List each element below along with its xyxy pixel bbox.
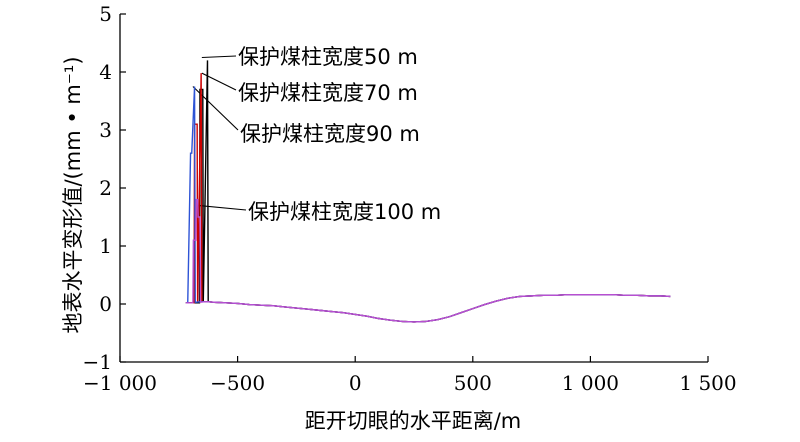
x-tick-label: 1 000 xyxy=(562,371,619,395)
annotation-label-1: 保护煤柱宽度50 m xyxy=(238,45,418,69)
tick-labels: −1 0 1 2 3 4 5 −1 000 −500 0 500 1 000 1 500 xyxy=(83,2,737,395)
annotation-label-3: 保护煤柱宽度90 m xyxy=(240,122,420,146)
x-tick-label: −500 xyxy=(210,371,265,395)
annotation-leader-4 xyxy=(198,204,247,211)
series-layer xyxy=(185,60,671,323)
y-tick-label: 5 xyxy=(99,2,112,26)
y-axis-label: 地表水平变形值/(mm • m⁻¹) xyxy=(61,56,85,333)
x-tick-label: −1 000 xyxy=(83,371,157,395)
y-tick-label: 1 xyxy=(99,234,112,258)
axes xyxy=(119,13,709,363)
y-tick-label: 0 xyxy=(99,292,112,316)
x-axis-label: 距开切眼的水平距离/m xyxy=(305,409,522,433)
y-tick-label: 4 xyxy=(99,60,112,84)
x-tick-label: 500 xyxy=(454,371,492,395)
annotation-leader-1 xyxy=(201,55,237,59)
y-tick-label: −1 xyxy=(83,350,112,374)
y-tick-label: 2 xyxy=(99,176,112,200)
series-line-2 xyxy=(185,73,671,323)
annotation-label-4: 保护煤柱宽度100 m xyxy=(248,200,441,224)
y-tick-label: 3 xyxy=(99,118,112,142)
x-tick-label: 1 500 xyxy=(679,371,736,395)
annotation-label-2: 保护煤柱宽度70 m xyxy=(238,81,418,105)
series-line-4 xyxy=(185,198,671,323)
x-tick-label: 0 xyxy=(349,371,362,395)
annotations: 保护煤柱宽度50 m 保护煤柱宽度70 m 保护煤柱宽度90 m 保护煤柱宽度100 … xyxy=(238,45,441,224)
